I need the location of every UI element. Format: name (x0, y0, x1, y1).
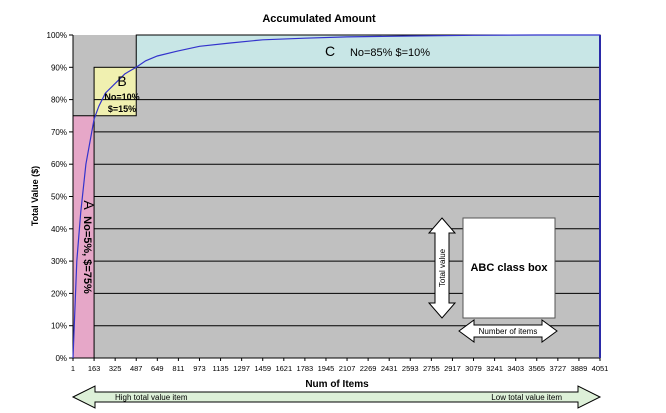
region-c-stats: No=85% $=10% (350, 47, 430, 59)
x-tick-label: 2107 (339, 364, 356, 373)
x-tick-label: 3889 (571, 364, 588, 373)
chart-title: Accumulated Amount (262, 13, 376, 25)
number-of-items-arrow-label: Number of items (479, 327, 538, 336)
x-tick-label: 2269 (360, 364, 377, 373)
region-a-label: A No=5%, $=75% (81, 200, 97, 294)
x-tick-label: 1297 (233, 364, 250, 373)
y-tick-label: 40% (51, 225, 67, 234)
abc-class-box-label: ABC class box (470, 262, 548, 274)
y-tick-label: 50% (51, 193, 67, 202)
x-tick-labels: 1 163 325 487 649 811 973 1135 1297 1459 1621 1783 1… (71, 358, 608, 373)
y-tick-label: 10% (51, 322, 67, 331)
x-axis-label: Num of Items (305, 379, 369, 390)
region-a-stats: No=5%, $=75% (81, 216, 93, 294)
x-tick-label: 2755 (423, 364, 440, 373)
y-tick-label: 0% (55, 354, 67, 363)
y-tick-label: 60% (51, 160, 67, 169)
region-b-value: $=15% (108, 104, 136, 114)
y-tick-label: 20% (51, 289, 67, 298)
y-tick-label: 100% (47, 31, 67, 40)
value-direction-arrow (71, 385, 602, 409)
total-value-arrow-label: Total value (438, 248, 447, 287)
total-value-arrow (427, 217, 457, 319)
y-tick-label: 90% (51, 63, 67, 72)
low-value-label: Low total value item (491, 393, 562, 402)
y-tick-label: 30% (51, 257, 67, 266)
region-b-letter: B (117, 73, 126, 89)
y-tick-label: 70% (51, 128, 67, 137)
x-tick-label: 163 (88, 364, 101, 373)
x-tick-label: 1459 (254, 364, 271, 373)
x-tick-label: 649 (151, 364, 164, 373)
x-tick-label: 1621 (275, 364, 292, 373)
y-axis-label: Total Value ($) (30, 166, 40, 226)
x-tick-label: 811 (172, 364, 184, 373)
x-tick-label: 3565 (528, 364, 545, 373)
x-tick-label: 2431 (381, 364, 398, 373)
cumulative-curve (72, 34, 600, 359)
x-tick-label: 325 (109, 364, 122, 373)
x-tick-label: 1945 (318, 364, 335, 373)
high-value-label: High total value item (115, 393, 188, 402)
x-tick-label: 4051 (592, 364, 609, 373)
region-a-letter: A (81, 200, 97, 210)
x-tick-label: 2917 (444, 364, 461, 373)
x-tick-label: 3241 (486, 364, 503, 373)
x-tick-label: 2593 (402, 364, 419, 373)
x-tick-label: 3403 (507, 364, 524, 373)
series-line (72, 34, 600, 359)
x-tick-label: 487 (130, 364, 143, 373)
x-tick-label: 1135 (212, 364, 228, 373)
y-tick-label: 80% (51, 96, 67, 105)
y-tick-labels: 0% 10% 20% 30% 40% 50% 60% 70% 80% 90% 100% (47, 31, 73, 363)
region-b-count: No=10% (104, 92, 139, 102)
x-tick-label: 3727 (549, 364, 566, 373)
number-of-items-arrow (458, 319, 558, 343)
x-tick-label: 1 (71, 364, 75, 373)
region-b (93, 66, 137, 117)
x-tick-label: 1783 (297, 364, 314, 373)
x-tick-label: 3079 (465, 364, 482, 373)
region-c-letter: C (325, 43, 335, 59)
abc-class-box (462, 217, 556, 319)
x-tick-label: 973 (193, 364, 206, 373)
